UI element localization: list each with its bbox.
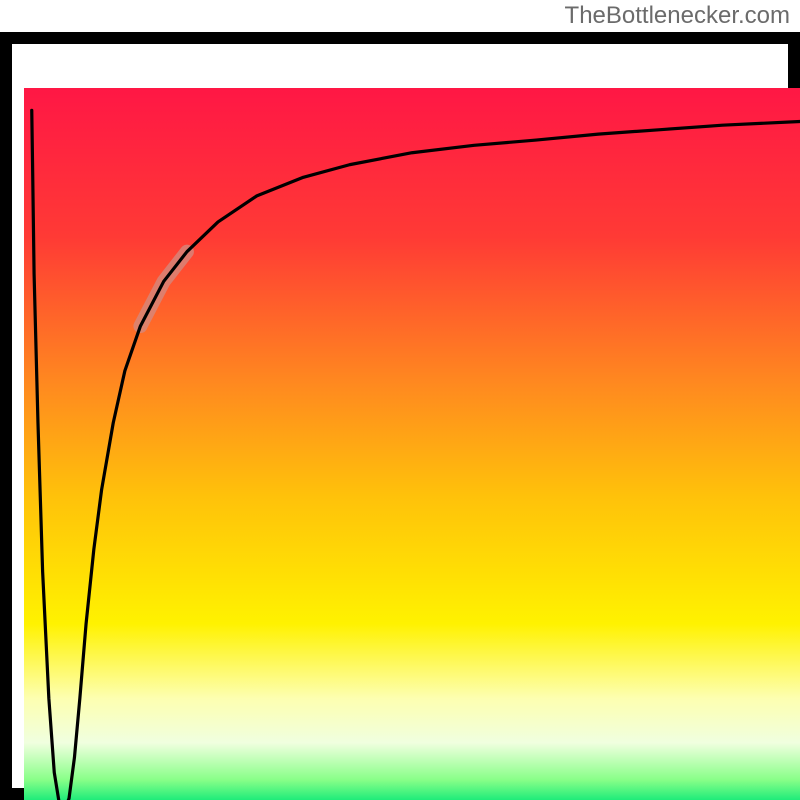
plot-frame: [0, 32, 800, 800]
chart-root: TheBottlenecker.com: [0, 0, 800, 800]
bottleneck-curve: [32, 110, 800, 800]
plot-area: [24, 88, 800, 800]
watermark-text: TheBottlenecker.com: [565, 2, 790, 30]
curve-layer: [24, 88, 800, 800]
